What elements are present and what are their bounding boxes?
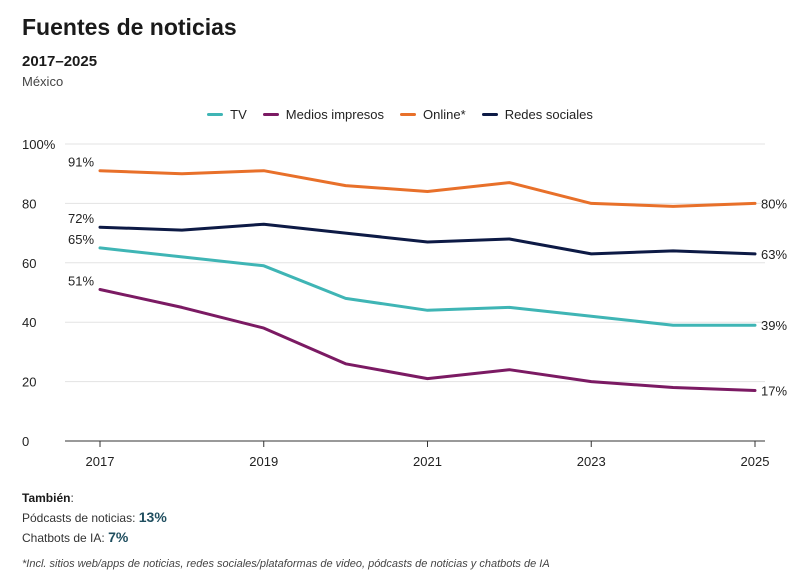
legend-swatch-redes-sociales: [481, 113, 498, 116]
also-heading-colon: :: [70, 491, 74, 505]
end-label-redes-sociales: 63%: [761, 247, 787, 262]
series-line-online: [98, 169, 757, 208]
y-tick-label-20: 20: [22, 375, 36, 390]
legend-item-tv[interactable]: TV: [207, 107, 247, 122]
legend-swatch-medios-impresos: [262, 113, 279, 116]
x-tick-label-2019: 2019: [249, 454, 278, 469]
legend-label-tv: TV: [230, 107, 247, 122]
legend-item-redes-sociales[interactable]: Redes sociales: [481, 107, 593, 122]
start-label-redes-sociales: 72%: [68, 211, 94, 226]
x-tick-label-2023: 2023: [577, 454, 606, 469]
y-tick-label-40: 40: [22, 315, 36, 330]
legend-swatch-tv: [207, 113, 224, 116]
also-item-podcasts: Pódcasts de noticias: 13%: [22, 508, 167, 528]
series-line-tv: [98, 246, 757, 327]
legend-swatch-online: [400, 113, 417, 116]
start-label-tv: 65%: [68, 232, 94, 247]
y-tick-label-100: 100%: [22, 137, 56, 152]
line-chart: 0 20 40 60 80 100% 2017 2019 2021 2023 2025 65% 51% 9…: [22, 137, 787, 469]
end-label-medios-impresos: 17%: [761, 384, 787, 399]
chart-legend: TV Medios impresos Online* Redes sociale…: [0, 107, 800, 122]
legend-item-online[interactable]: Online*: [400, 107, 466, 122]
end-label-tv: 39%: [761, 318, 787, 333]
start-label-medios-impresos: 51%: [68, 274, 94, 289]
also-item-chatbots-value: 7%: [108, 529, 129, 545]
legend-label-medios-impresos: Medios impresos: [285, 107, 385, 122]
end-label-online: 80%: [761, 196, 787, 211]
also-item-podcasts-value: 13%: [138, 509, 167, 525]
also-item-chatbots-label: Chatbots de IA:: [22, 531, 105, 545]
x-tick-label-2025: 2025: [741, 454, 770, 469]
also-heading: También: [22, 491, 71, 505]
x-tick-label-2021: 2021: [413, 454, 442, 469]
y-tick-label-0: 0: [22, 434, 29, 449]
series-line-redes-sociales: [98, 222, 757, 256]
legend-label-redes-sociales: Redes sociales: [504, 107, 593, 122]
legend-item-medios-impresos[interactable]: Medios impresos: [262, 107, 385, 122]
series-line-medios-impresos: [98, 288, 757, 392]
footnote: *Incl. sitios web/apps de noticias, rede…: [22, 558, 550, 570]
also-item-chatbots: Chatbots de IA: 7%: [22, 528, 167, 548]
y-tick-label-60: 60: [22, 256, 36, 271]
start-label-online: 91%: [68, 155, 94, 170]
chart-region: México: [22, 74, 64, 89]
y-tick-label-80: 80: [22, 196, 36, 211]
chart-period: 2017–2025: [22, 53, 98, 70]
also-item-podcasts-label: Pódcasts de noticias:: [22, 511, 136, 525]
also-section: También: Pódcasts de noticias: 13% Chatb…: [22, 489, 167, 548]
chart-title: Fuentes de noticias: [22, 14, 237, 40]
x-tick-label-2017: 2017: [86, 454, 115, 469]
legend-label-online: Online*: [423, 107, 466, 122]
